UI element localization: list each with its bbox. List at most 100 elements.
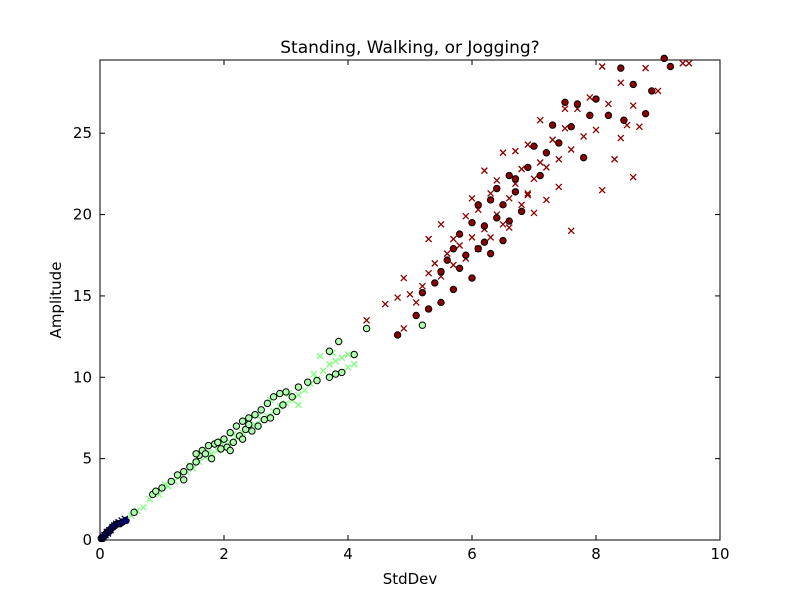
data-point-x-jogging <box>561 105 569 113</box>
data-point-x-jogging <box>629 173 637 181</box>
series-jogging-circle <box>393 54 675 339</box>
data-point-x-jogging <box>511 147 519 155</box>
data-point-x-jogging <box>499 220 507 228</box>
data-point-circle-jogging <box>579 153 588 162</box>
data-point-x-jogging <box>443 250 451 258</box>
data-point-circle-walking <box>418 321 427 329</box>
data-point-circle-walking <box>173 471 182 479</box>
data-point-circle-walking <box>276 389 284 398</box>
data-point-x-jogging <box>679 59 687 67</box>
data-point-circle-walking <box>245 420 253 429</box>
y-tick-label: 15 <box>73 287 92 305</box>
data-point-x-jogging <box>487 233 495 241</box>
data-point-x-jogging <box>449 261 457 269</box>
data-point-x-jogging <box>505 194 513 202</box>
data-point-circle-walking <box>266 414 275 422</box>
data-point-circle-walking <box>226 446 234 455</box>
data-point-circle-jogging <box>462 251 470 259</box>
data-point-x-walking <box>344 364 352 371</box>
data-point-x-jogging <box>536 116 544 124</box>
data-point-x-walking <box>350 360 358 368</box>
data-point-x-jogging <box>468 194 476 202</box>
data-point-circle-walking <box>338 368 346 377</box>
data-point-circle-jogging <box>604 111 613 120</box>
data-point-circle-walking <box>152 487 160 495</box>
data-point-circle-jogging <box>542 149 551 157</box>
data-point-circle-walking <box>269 393 278 401</box>
y-tick-label: 20 <box>73 206 92 224</box>
data-point-circle-jogging <box>666 62 675 71</box>
data-point-circle-walking <box>130 508 138 517</box>
data-point-circle-walking <box>335 337 343 346</box>
x-tick-label: 0 <box>95 545 105 563</box>
data-point-circle-jogging <box>567 123 575 131</box>
data-point-x-jogging <box>480 167 488 175</box>
data-point-circle-walking <box>260 415 268 424</box>
data-point-circle-jogging <box>499 201 507 209</box>
y-tick-label: 0 <box>82 531 92 549</box>
axes-layer <box>99 59 721 541</box>
data-point-x-jogging <box>468 233 476 241</box>
data-point-circle-walking <box>167 477 176 486</box>
data-point-x-jogging <box>493 176 501 184</box>
x-tick-label: 2 <box>219 545 229 563</box>
data-point-circle-jogging <box>573 100 582 108</box>
data-point-circle-jogging <box>474 245 482 253</box>
data-point-circle-jogging <box>437 298 445 307</box>
data-point-circle-jogging <box>505 217 513 225</box>
data-point-circle-walking <box>263 399 272 408</box>
data-point-circle-jogging <box>424 305 433 313</box>
data-point-x-walking <box>139 503 147 511</box>
data-point-circle-walking <box>217 445 225 453</box>
data-point-x-jogging <box>487 189 495 197</box>
data-point-circle-jogging <box>468 219 476 227</box>
data-point-circle-jogging <box>511 188 520 196</box>
data-point-x-jogging <box>518 201 526 209</box>
data-point-x-jogging <box>629 102 637 110</box>
data-point-circle-walking <box>207 454 216 463</box>
data-point-circle-jogging <box>449 245 458 253</box>
data-point-circle-walking <box>350 350 358 359</box>
data-point-circle-jogging <box>586 111 594 120</box>
data-point-x-jogging <box>456 242 464 249</box>
data-point-x-jogging <box>536 159 544 166</box>
data-point-x-jogging <box>549 136 557 144</box>
data-point-circle-jogging <box>437 267 445 276</box>
data-point-x-jogging <box>363 316 371 324</box>
data-point-x-jogging <box>685 59 693 67</box>
data-point-circle-walking <box>304 378 312 386</box>
chart-title: Standing, Walking, or Jogging? <box>280 38 539 58</box>
data-point-circle-walking <box>238 417 247 425</box>
data-point-x-jogging <box>418 282 426 290</box>
data-point-x-jogging <box>524 189 532 197</box>
data-point-x-jogging <box>518 165 526 173</box>
data-point-x-walking <box>332 357 340 365</box>
data-point-circle-walking <box>232 422 241 430</box>
data-point-x-jogging <box>425 235 433 243</box>
data-point-x-jogging <box>617 79 625 87</box>
data-point-x-jogging <box>524 191 532 199</box>
data-point-circle-walking <box>226 428 234 437</box>
data-point-circle-walking <box>220 435 228 443</box>
x-tick-label: 8 <box>591 545 601 563</box>
points-layer <box>97 54 693 543</box>
data-point-circle-walking <box>279 401 287 409</box>
data-point-circle-jogging <box>418 288 427 297</box>
data-point-circle-walking <box>248 427 256 435</box>
data-point-x-jogging <box>400 325 408 332</box>
data-point-x-walking <box>301 386 309 394</box>
data-point-x-jogging <box>561 124 569 132</box>
data-point-x-jogging <box>555 155 563 163</box>
data-point-circle-walking <box>204 441 213 450</box>
data-point-circle-walking <box>251 411 259 419</box>
data-point-circle-walking <box>331 370 340 378</box>
data-point-x-jogging <box>505 224 513 232</box>
data-point-circle-jogging <box>474 201 482 209</box>
data-point-x-jogging <box>381 300 389 308</box>
data-point-x-walking <box>294 391 302 399</box>
data-point-circle-walking <box>180 476 188 484</box>
data-point-x-jogging <box>617 134 625 142</box>
data-point-x-jogging <box>635 123 643 131</box>
data-point-circle-jogging <box>511 175 520 183</box>
